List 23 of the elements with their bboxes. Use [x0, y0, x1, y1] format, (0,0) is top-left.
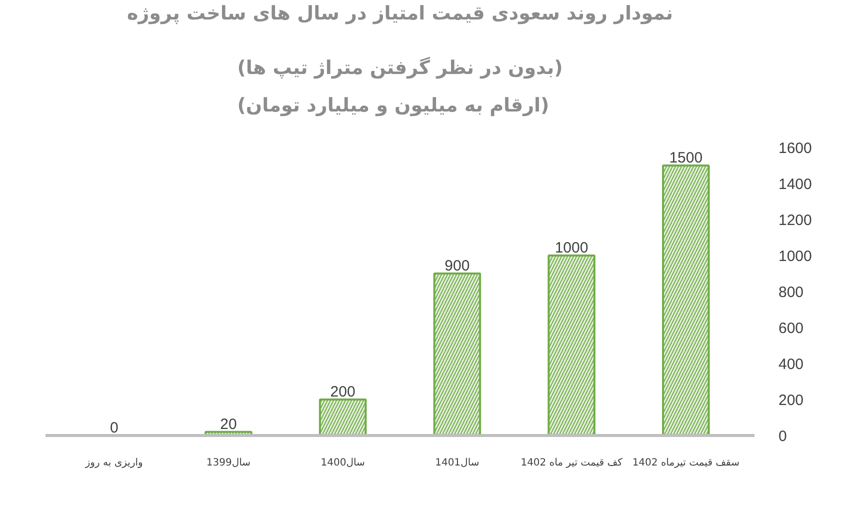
y-tick-label: 600	[778, 320, 804, 337]
x-tick-label: سال1400	[320, 458, 365, 468]
data-label: 20	[220, 416, 237, 433]
y-tick-label: 800	[778, 284, 804, 301]
y-tick-label: 200	[778, 392, 804, 409]
chart-title: نمودار روند سعودی قیمت امتیاز در سال های ساخت پروژه	[126, 2, 674, 24]
x-tick-label: سال1401	[435, 458, 480, 468]
x-tick-label: سال1399	[206, 458, 251, 468]
y-tick-label: 1600	[778, 140, 812, 157]
y-tick-label: 1400	[778, 176, 812, 193]
y-tick-label: 0	[778, 428, 787, 445]
data-label: 200	[330, 384, 356, 400]
x-tick-label: کف قیمت تیر ماه 1402	[520, 458, 623, 468]
data-label: 1500	[669, 150, 703, 166]
x-tick-label: سقف قیمت تیرماه 1402	[632, 458, 740, 468]
y-tick-label: 400	[778, 356, 804, 373]
data-label: 900	[444, 258, 470, 274]
y-tick-label: 1000	[778, 248, 812, 265]
y-tick-label: 1200	[778, 212, 812, 229]
data-label: 0	[110, 420, 118, 436]
chart-subtitle: (بدون در نظر گرفتن متراژ تیپ ها) (ارقام به میلیون و میلیارد تومان)	[237, 56, 563, 116]
x-tick-label: واریزی به روز	[84, 458, 144, 468]
data-label: 1000	[554, 240, 588, 256]
